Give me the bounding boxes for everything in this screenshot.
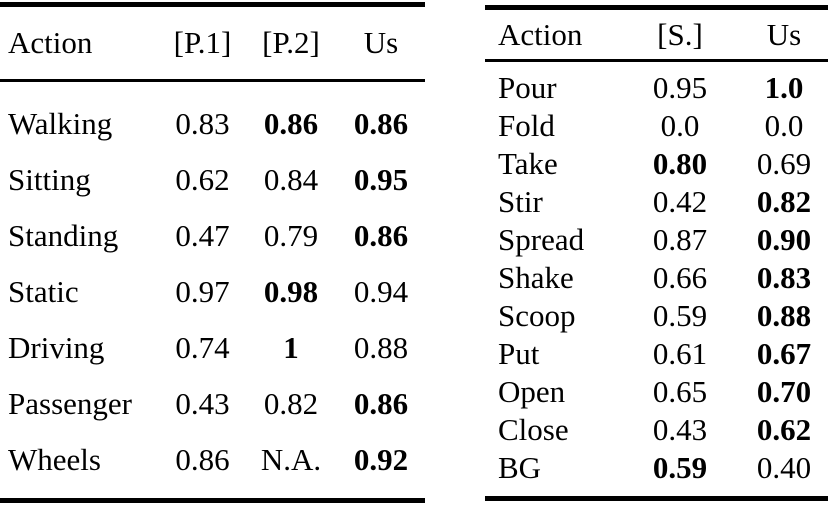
cell-value: 0.86 — [353, 106, 409, 141]
left-header-row: Action [P.1] [P.2] Us — [0, 4, 425, 82]
table-row: BG 0.59 0.40 — [485, 449, 828, 499]
table-row: Shake 0.66 0.83 — [485, 259, 828, 297]
cell-value: 0.83 — [175, 106, 230, 141]
cell-value: N.A. — [260, 442, 322, 477]
cell-value: 0.90 — [756, 222, 812, 257]
left-column-header-us: Us — [337, 4, 425, 82]
cell-action: Scoop — [498, 298, 576, 333]
left-column-header-p2: [P.2] — [245, 4, 337, 82]
table-row: Sitting 0.62 0.84 0.95 — [0, 152, 425, 208]
table-row: Take 0.80 0.69 — [485, 145, 828, 183]
cell-action: Standing — [8, 218, 119, 253]
cell-value: 1 — [283, 330, 299, 365]
cell-value: 0.86 — [175, 442, 230, 477]
cell-value: 0.70 — [756, 374, 812, 409]
cell-value: 0.66 — [652, 260, 708, 295]
cell-value: 0.98 — [263, 274, 319, 309]
cell-value: 0.86 — [353, 386, 409, 421]
cell-value: 0.82 — [263, 386, 319, 421]
cell-value: 0.95 — [652, 70, 708, 105]
left-results-table: Action [P.1] [P.2] Us Walking 0.83 0.86 … — [0, 2, 425, 503]
cell-value: 0.82 — [756, 184, 812, 219]
cell-action: Wheels — [8, 442, 101, 477]
table-row: Close 0.43 0.62 — [485, 411, 828, 449]
table-row: Stir 0.42 0.82 — [485, 183, 828, 221]
cell-action: Spread — [498, 222, 585, 257]
cell-value: 0.40 — [756, 450, 812, 485]
table-row: Pour 0.95 1.0 — [485, 61, 828, 108]
cell-value: 0.43 — [652, 412, 708, 447]
table-row: Wheels 0.86 N.A. 0.92 — [0, 432, 425, 501]
right-header-row: Action [S.] Us — [485, 7, 828, 62]
table-row: Put 0.61 0.67 — [485, 335, 828, 373]
cell-value: 0.74 — [175, 330, 230, 365]
cell-action: Driving — [8, 330, 105, 365]
cell-action: Sitting — [8, 162, 91, 197]
table-row: Driving 0.74 1 0.88 — [0, 320, 425, 376]
cell-value: 0.83 — [756, 260, 812, 295]
cell-value: 0.97 — [175, 274, 230, 309]
cell-action: Passenger — [8, 386, 132, 421]
cell-value: 0.88 — [353, 330, 409, 365]
cell-action: Put — [498, 336, 540, 371]
table-row: Passenger 0.43 0.82 0.86 — [0, 376, 425, 432]
left-column-header-p1: [P.1] — [160, 4, 245, 82]
cell-value: 0.59 — [652, 450, 708, 485]
cell-action: Open — [498, 374, 566, 409]
cell-value: 1.0 — [764, 70, 804, 105]
cell-value: 0.80 — [652, 146, 708, 181]
cell-value: 0.79 — [263, 218, 319, 253]
cell-value: 0.84 — [263, 162, 319, 197]
table-row: Fold 0.0 0.0 — [485, 107, 828, 145]
cell-value: 0.59 — [652, 298, 708, 333]
cell-value: 0.67 — [756, 336, 812, 371]
right-column-header-s: [S.] — [620, 7, 740, 62]
cell-action: Shake — [498, 260, 574, 295]
cell-action: Pour — [498, 70, 557, 105]
table-row: Walking 0.83 0.86 0.86 — [0, 81, 425, 153]
table-row: Scoop 0.59 0.88 — [485, 297, 828, 335]
cell-action: Take — [498, 146, 558, 181]
right-column-header-us: Us — [740, 7, 828, 62]
cell-value: 0.47 — [175, 218, 230, 253]
cell-value: 0.42 — [652, 184, 708, 219]
cell-value: 0.62 — [175, 162, 230, 197]
cell-action: Stir — [498, 184, 543, 219]
cell-action: BG — [498, 450, 542, 485]
right-column-header-action: Action — [485, 7, 620, 62]
cell-value: 0.65 — [652, 374, 708, 409]
table-row: Spread 0.87 0.90 — [485, 221, 828, 259]
cell-value: 0.0 — [764, 108, 804, 143]
cell-value: 0.94 — [353, 274, 409, 309]
cell-value: 0.86 — [263, 106, 319, 141]
cell-value: 0.0 — [660, 108, 700, 143]
cell-value: 0.69 — [756, 146, 812, 181]
cell-value: 0.62 — [756, 412, 812, 447]
table-row: Static 0.97 0.98 0.94 — [0, 264, 425, 320]
cell-action: Close — [498, 412, 569, 447]
right-results-table: Action [S.] Us Pour 0.95 1.0 Fold 0.0 0.… — [485, 5, 828, 501]
cell-action: Fold — [498, 108, 555, 143]
cell-value: 0.61 — [652, 336, 708, 371]
table-row: Standing 0.47 0.79 0.86 — [0, 208, 425, 264]
cell-value: 0.88 — [756, 298, 812, 333]
cell-value: 0.87 — [652, 222, 708, 257]
cell-value: 0.86 — [353, 218, 409, 253]
left-column-header-action: Action — [0, 4, 160, 82]
cell-action: Static — [8, 274, 79, 309]
cell-value: 0.95 — [353, 162, 409, 197]
cell-value: 0.43 — [175, 386, 230, 421]
cell-value: 0.92 — [353, 442, 409, 477]
table-row: Open 0.65 0.70 — [485, 373, 828, 411]
cell-action: Walking — [8, 106, 113, 141]
